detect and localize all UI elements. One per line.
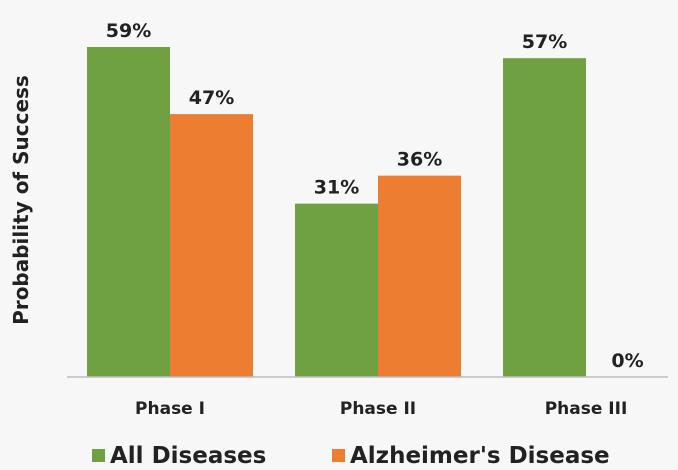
bar-all-diseases-1 <box>295 203 378 377</box>
x-tick-label: Phase I <box>135 399 205 419</box>
data-label: 47% <box>189 87 234 109</box>
bar-alzheimers-1 <box>378 175 461 377</box>
data-label: 57% <box>522 31 567 53</box>
bar-all-diseases-0 <box>87 47 170 377</box>
data-label: 0% <box>611 350 643 372</box>
legend-label: Alzheimer's Disease <box>350 443 610 466</box>
bar-all-diseases-2 <box>503 58 586 378</box>
legend-swatch <box>332 449 345 462</box>
legend-swatch <box>92 449 105 462</box>
bars-group <box>87 47 586 378</box>
data-label: 36% <box>397 149 442 171</box>
bar-alzheimers-0 <box>170 114 253 377</box>
data-labels-group: 59% 47% 31% 36% 57% 0% <box>106 20 644 372</box>
data-label: 59% <box>106 20 151 42</box>
legend-label: All Diseases <box>110 443 266 466</box>
x-tick-label: Phase II <box>340 399 416 419</box>
data-label: 31% <box>314 177 359 199</box>
x-tick-labels-group: Phase I Phase II Phase III <box>135 399 627 419</box>
x-tick-label: Phase III <box>545 399 628 419</box>
y-axis-label: Probability of Success <box>9 75 33 325</box>
legend: All Diseases Alzheimer's Disease <box>92 443 610 469</box>
